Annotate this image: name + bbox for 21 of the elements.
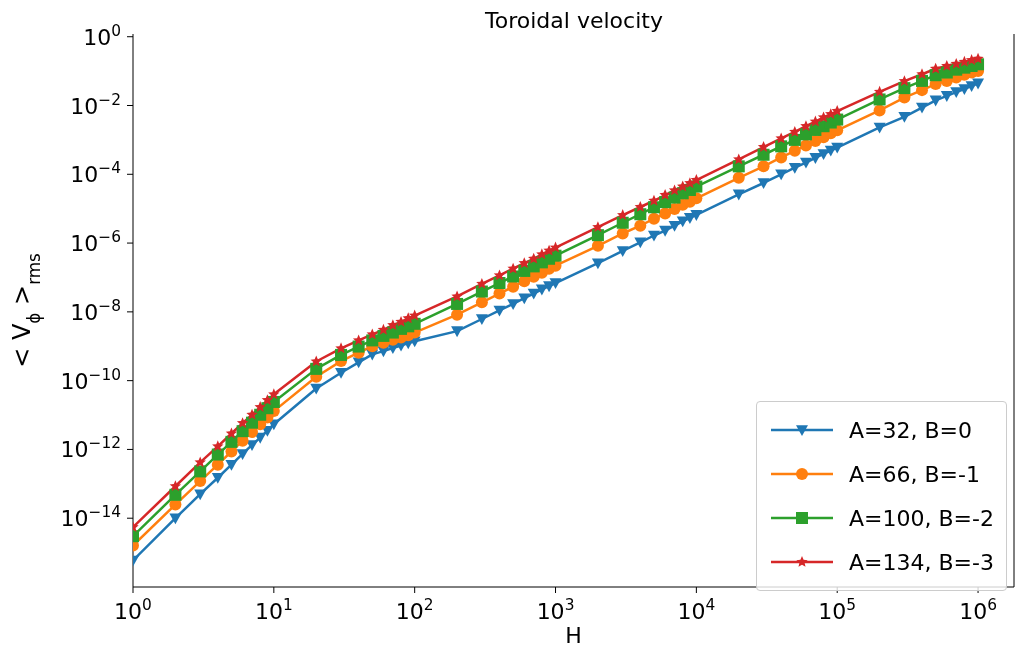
y-tick-label: 10$^{−10}$ xyxy=(60,365,121,394)
x-tick-label: 10$^{1}$ xyxy=(254,596,293,624)
y-tick-label: 10$^{−4}$ xyxy=(70,159,121,188)
chart-title: Toroidal velocity xyxy=(484,8,664,33)
y-tick-label: 10$^{−8}$ xyxy=(70,296,121,325)
y-tick-label: 10$^{−14}$ xyxy=(60,503,121,532)
legend-label: A=66, B=-1 xyxy=(849,461,980,487)
x-tick-label: 10$^{2}$ xyxy=(395,596,434,624)
x-axis-title: H xyxy=(565,623,582,648)
x-tick-label: 10$^{3}$ xyxy=(536,596,575,624)
y-tick-label: 10$^{−6}$ xyxy=(70,228,121,257)
y-tick-label: 10$^{0}$ xyxy=(83,21,121,50)
x-tick-label: 10$^{6}$ xyxy=(959,596,997,624)
legend-label: A=32, B=0 xyxy=(849,417,973,443)
legend-label: A=100, B=-2 xyxy=(849,505,994,531)
legend-label: A=134, B=-3 xyxy=(849,549,994,575)
y-tick-label: 10$^{−12}$ xyxy=(60,434,121,463)
x-tick-label: 10$^{0}$ xyxy=(114,596,152,624)
y-tick-label: 10$^{−2}$ xyxy=(70,90,121,119)
x-tick-label: 10$^{5}$ xyxy=(818,596,857,624)
x-tick-label: 10$^{4}$ xyxy=(677,596,716,624)
